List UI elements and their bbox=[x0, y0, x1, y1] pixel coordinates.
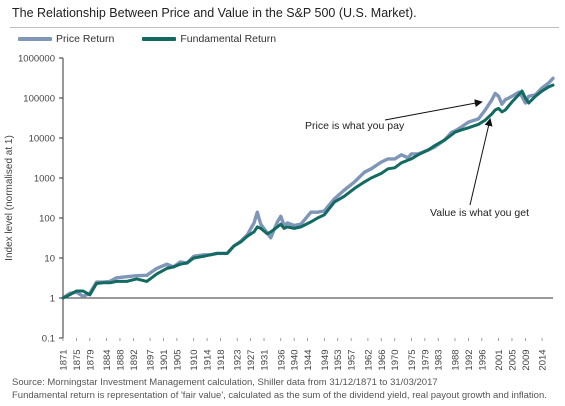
x-tick-label: 1953 bbox=[333, 349, 344, 370]
legend-label-fundamental: Fundamental Return bbox=[180, 33, 277, 45]
definition-note: Fundamental return is representation of … bbox=[12, 390, 547, 401]
x-tick-label: 1927 bbox=[246, 349, 257, 370]
legend-item-fundamental: Fundamental Return bbox=[142, 33, 276, 45]
annotation-value-arrow bbox=[469, 117, 493, 206]
y-tick-label: 10 bbox=[44, 254, 55, 265]
x-tick-label: 1962 bbox=[363, 349, 374, 370]
series-line-fundamental-return bbox=[61, 83, 555, 300]
x-tick-label: 1957 bbox=[347, 349, 358, 370]
series-line-price-return bbox=[61, 76, 555, 300]
annotation-price-label: Price is what you pay bbox=[305, 120, 405, 132]
annotation-value-label: Value is what you get bbox=[430, 207, 529, 219]
y-tick-label: 1 bbox=[50, 294, 55, 305]
x-tick-label: 2009 bbox=[521, 349, 532, 370]
x-tick-label: 1931 bbox=[260, 349, 271, 370]
legend-swatch-price bbox=[18, 37, 52, 41]
x-tick-label: 1988 bbox=[451, 349, 462, 370]
source-note: Source: Morningstar Investment Managemen… bbox=[12, 377, 438, 388]
x-tick-label: 1970 bbox=[390, 349, 401, 370]
x-tick-label: 1897 bbox=[146, 349, 157, 370]
y-tick-label: 100 bbox=[39, 214, 55, 225]
x-tick-label: 1944 bbox=[303, 349, 314, 370]
x-tick-label: 1892 bbox=[129, 349, 140, 370]
y-axis-title: Index level (normalised at 1) bbox=[4, 135, 15, 261]
x-tick-label: 1875 bbox=[72, 349, 83, 370]
legend-item-price: Price Return bbox=[18, 33, 114, 45]
x-tick-label: 1888 bbox=[115, 349, 126, 370]
page-title: The Relationship Between Price and Value… bbox=[12, 6, 417, 20]
x-tick-label: 1983 bbox=[434, 349, 445, 370]
y-tick-label: 1000000 bbox=[18, 54, 55, 65]
y-tick-label: 100000 bbox=[23, 94, 55, 105]
chart-footnote: Source: Morningstar Investment Managemen… bbox=[12, 376, 547, 402]
x-tick-label: 1996 bbox=[477, 349, 488, 370]
x-tick-label: 1936 bbox=[276, 349, 287, 370]
legend-label-price: Price Return bbox=[56, 33, 115, 45]
y-tick-label: 0.1 bbox=[42, 334, 55, 345]
x-tick-label: 1940 bbox=[290, 349, 301, 370]
x-tick-label: 1966 bbox=[377, 349, 388, 370]
title-divider bbox=[10, 27, 559, 28]
x-tick-label: 1923 bbox=[233, 349, 244, 370]
x-tick-label: 1871 bbox=[59, 349, 70, 370]
annotation-price-arrow bbox=[384, 99, 483, 121]
legend-swatch-fundamental bbox=[142, 37, 177, 41]
x-tick-label: 1975 bbox=[407, 349, 418, 370]
y-tick-label: 10000 bbox=[29, 134, 55, 145]
x-tick-label: 2005 bbox=[507, 349, 518, 370]
x-tick-label: 1992 bbox=[464, 349, 475, 370]
y-tick-label: 1000 bbox=[34, 174, 55, 185]
x-tick-label: 1879 bbox=[85, 349, 96, 370]
x-tick-label: 1905 bbox=[172, 349, 183, 370]
x-tick-label: 1910 bbox=[189, 349, 200, 370]
chart-legend: Price Return Fundamental Return bbox=[18, 33, 276, 45]
x-tick-label: 2014 bbox=[538, 349, 549, 370]
x-tick-label: 1914 bbox=[203, 349, 214, 370]
x-tick-label: 1918 bbox=[216, 349, 227, 370]
x-tick-label: 1949 bbox=[320, 349, 331, 370]
x-tick-label: 1884 bbox=[102, 349, 113, 370]
x-tick-label: 1979 bbox=[420, 349, 431, 370]
x-tick-label: 1901 bbox=[159, 349, 170, 370]
x-tick-label: 2001 bbox=[494, 349, 505, 370]
